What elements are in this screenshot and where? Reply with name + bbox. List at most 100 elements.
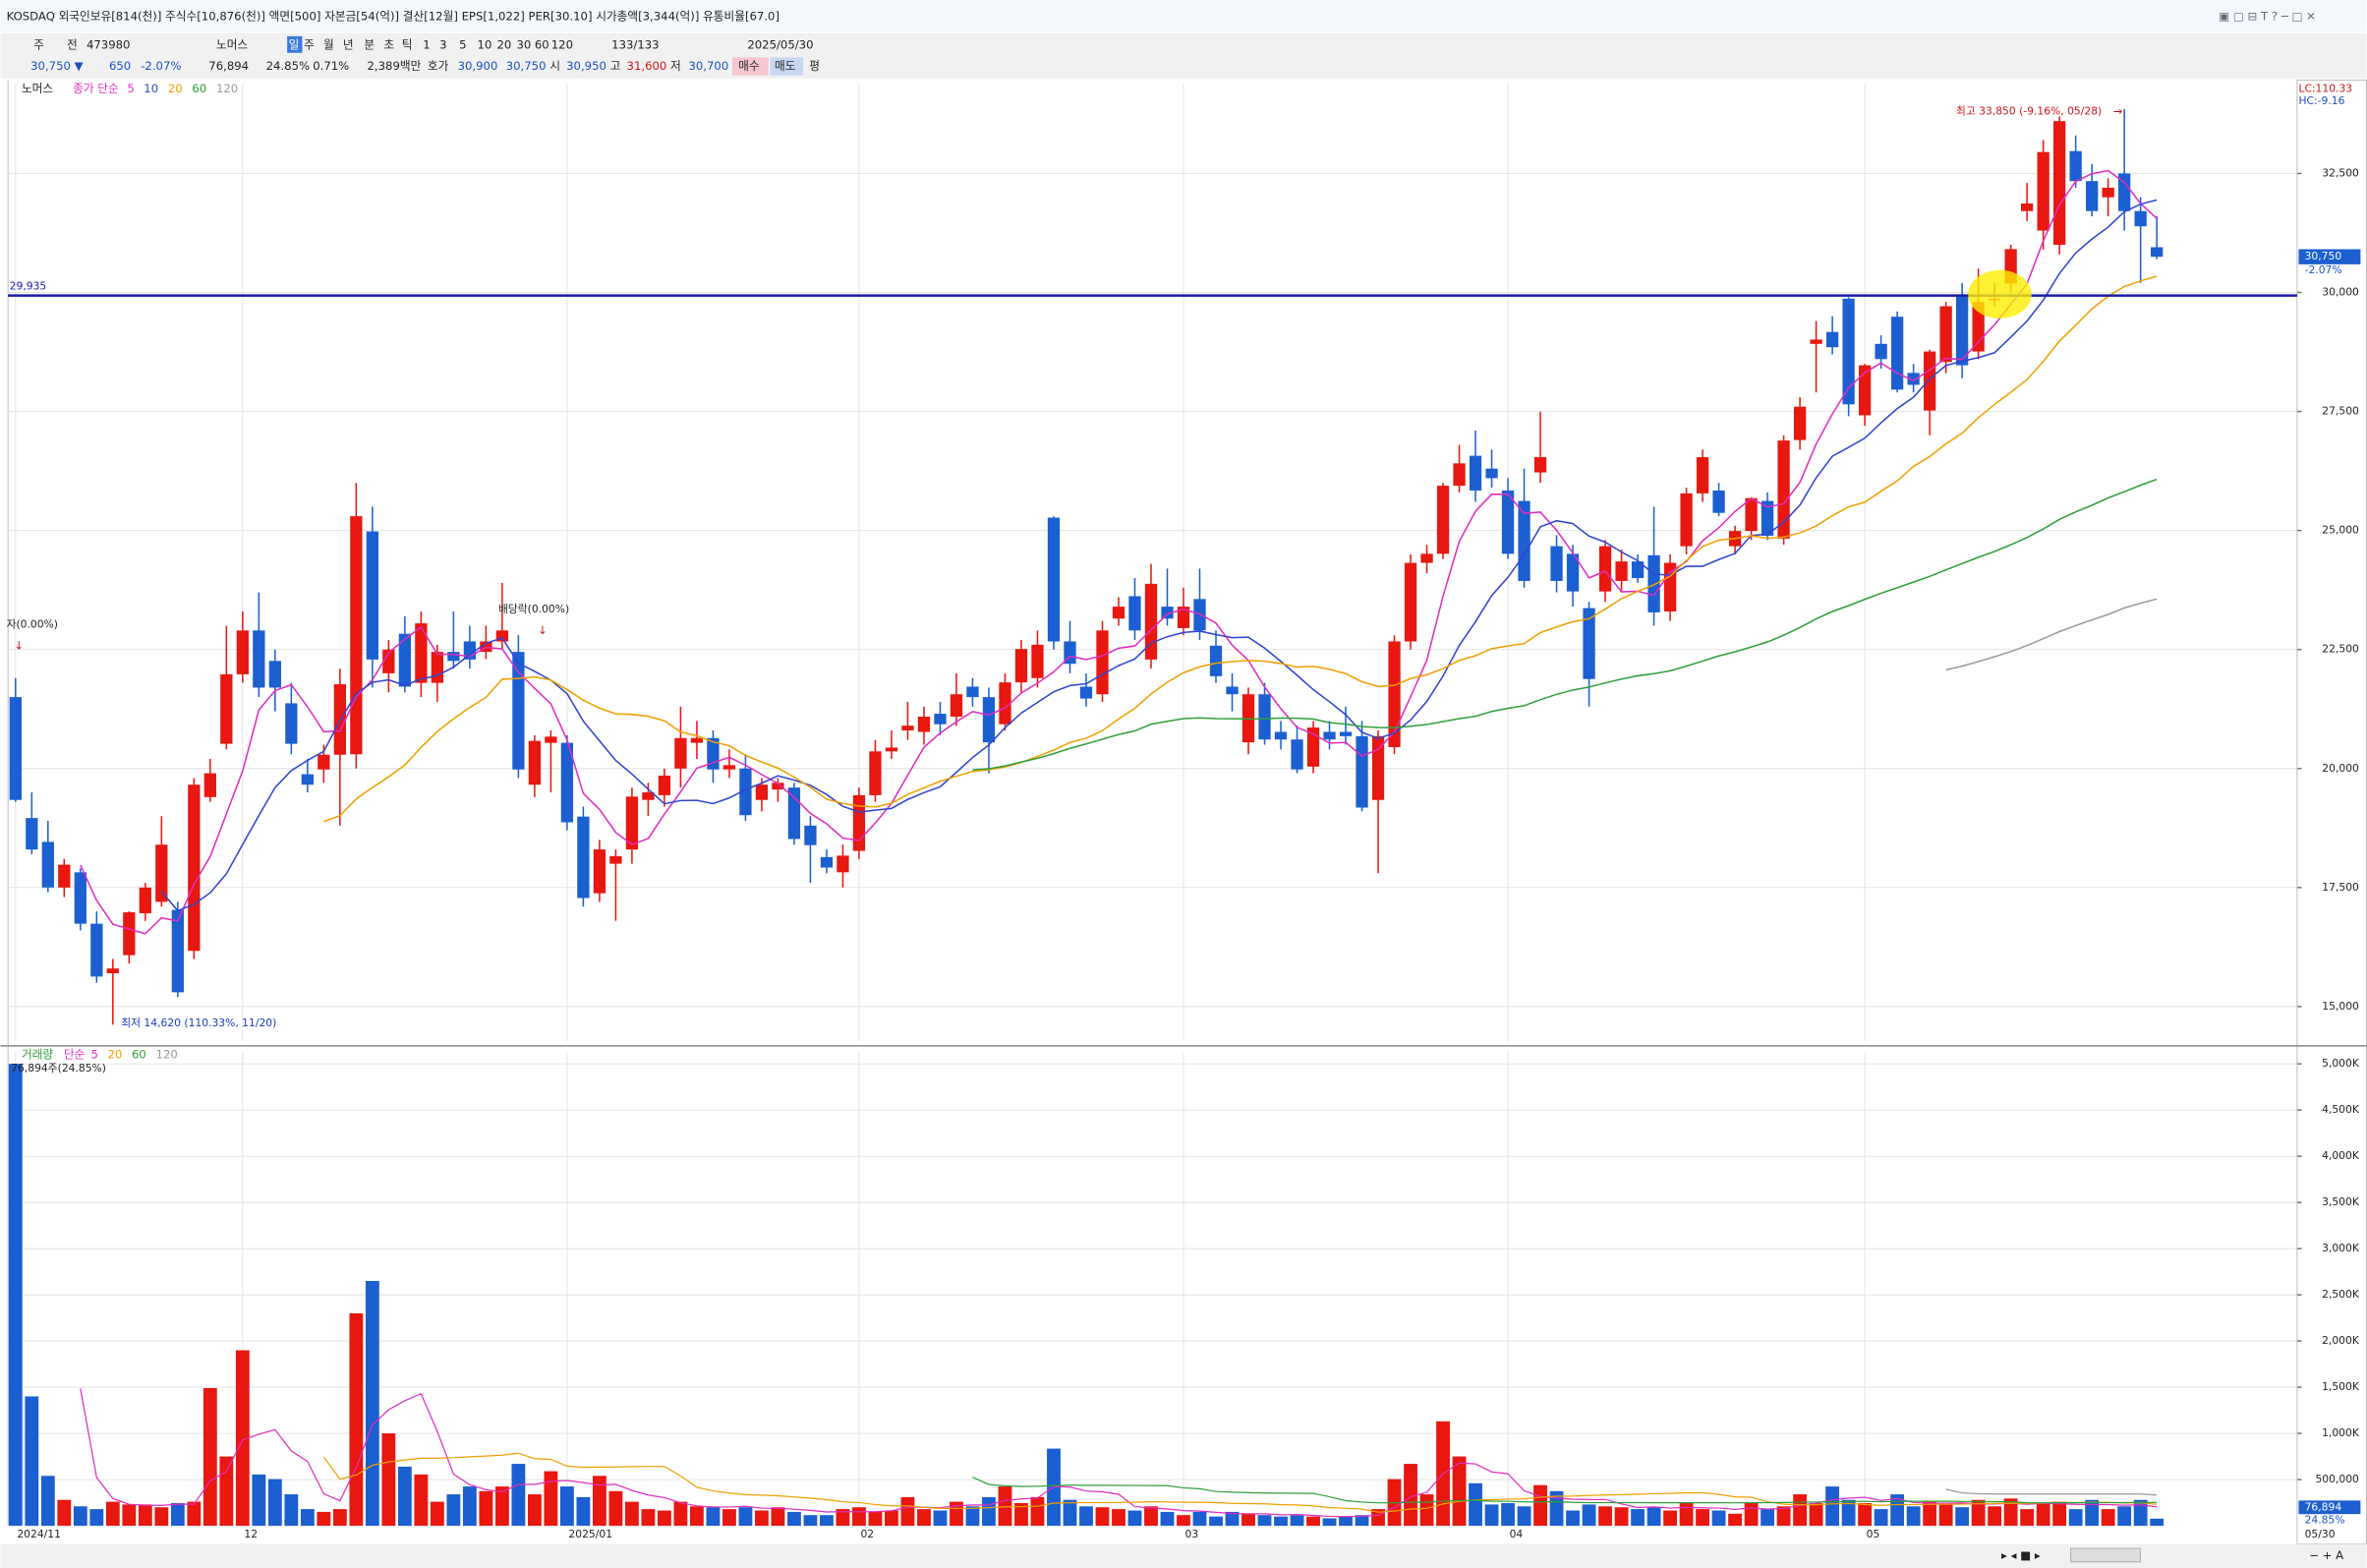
candle-body bbox=[9, 697, 22, 800]
candle-body bbox=[1923, 351, 1936, 411]
scroll-controls[interactable]: ▸ ◂ ■ ▸ bbox=[2001, 1548, 2041, 1562]
last-change: -2.07% bbox=[2305, 263, 2342, 276]
toolbar-item[interactable]: 주 bbox=[304, 38, 315, 52]
candle-body bbox=[1793, 406, 1807, 440]
volume-bar bbox=[1322, 1518, 1337, 1527]
volume-bar bbox=[1452, 1456, 1467, 1527]
volume-bar bbox=[414, 1474, 429, 1527]
scrollbar[interactable] bbox=[0, 1543, 2367, 1568]
candle-body bbox=[41, 842, 54, 888]
order-button[interactable]: 매도 bbox=[775, 59, 796, 73]
candle-body bbox=[268, 661, 281, 688]
candle-body bbox=[625, 796, 639, 850]
candle-body bbox=[804, 825, 817, 845]
candle-body bbox=[1226, 686, 1239, 695]
toolbar-item[interactable]: 10 bbox=[478, 38, 492, 52]
volume-bar bbox=[998, 1486, 1012, 1527]
toolbar-item[interactable]: 133/133 bbox=[611, 38, 659, 52]
volume-bar bbox=[122, 1504, 137, 1527]
quote-item: 650 bbox=[109, 59, 131, 73]
volume-bar bbox=[1549, 1490, 1564, 1527]
window-icons[interactable]: ▣ ▢ ⊟ T ? ─ □ ✕ bbox=[2219, 9, 2316, 23]
volume-bar bbox=[1419, 1494, 1434, 1527]
toolbar-item[interactable]: 2025/05/30 bbox=[747, 38, 813, 52]
volume-bar bbox=[1809, 1502, 1823, 1527]
candle-body bbox=[609, 855, 622, 864]
toolbar-item[interactable]: 전 bbox=[67, 38, 78, 52]
candle-body bbox=[1209, 645, 1223, 676]
y-tick-label: 30,000 bbox=[2322, 286, 2359, 299]
toolbar-item[interactable]: 일 bbox=[289, 38, 300, 52]
candle-body bbox=[1177, 607, 1190, 628]
volume-bar bbox=[365, 1281, 379, 1527]
volume-bar bbox=[1582, 1504, 1596, 1527]
moving-average bbox=[80, 169, 2158, 935]
toolbar-item[interactable]: 120 bbox=[551, 38, 573, 52]
quote-item: 호가 bbox=[428, 59, 449, 73]
y-tick-label: 4,000K bbox=[2322, 1149, 2360, 1162]
candle-body bbox=[1404, 562, 1417, 642]
candle-body bbox=[2037, 151, 2049, 231]
volume-bar bbox=[722, 1509, 736, 1527]
candle-body bbox=[1858, 365, 1872, 416]
toolbar-item[interactable]: 노머스 bbox=[216, 38, 248, 52]
candle-body bbox=[447, 652, 460, 662]
buy-button[interactable] bbox=[731, 57, 769, 76]
toolbar-item[interactable]: 년 bbox=[343, 38, 354, 52]
volume-bar bbox=[900, 1496, 915, 1527]
volume-bar bbox=[73, 1506, 87, 1527]
reference-label: 29,935 bbox=[10, 279, 47, 292]
volume-bar bbox=[430, 1501, 444, 1527]
candle-body bbox=[560, 742, 574, 823]
order-button[interactable]: 평 bbox=[809, 59, 820, 73]
toolbar-item[interactable]: 60 bbox=[535, 38, 549, 52]
sell-button[interactable] bbox=[770, 57, 804, 76]
volume-bar bbox=[2068, 1509, 2083, 1527]
toolbar-item[interactable]: 1 bbox=[423, 38, 430, 52]
toolbar-item[interactable]: 473980 bbox=[87, 38, 131, 52]
candle-body bbox=[1356, 735, 1368, 808]
toolbar-item[interactable]: 틱 bbox=[402, 38, 413, 52]
order-button[interactable]: 매수 bbox=[738, 59, 760, 73]
candle-body bbox=[1371, 735, 1385, 800]
toolbar-item[interactable]: 주 bbox=[33, 38, 44, 52]
candle-body bbox=[1566, 553, 1580, 592]
candle-body bbox=[869, 751, 882, 795]
candle-body bbox=[1583, 608, 1595, 679]
quote-item: 시 bbox=[549, 59, 560, 73]
ma-legend: 120 bbox=[156, 1048, 178, 1062]
y-tick-label: 3,000K bbox=[2322, 1242, 2360, 1254]
candle-body bbox=[690, 737, 704, 743]
scroll-thumb[interactable] bbox=[2070, 1547, 2141, 1563]
volume-bar bbox=[2085, 1499, 2100, 1527]
volume-bar bbox=[1906, 1506, 1921, 1527]
candle-body bbox=[950, 694, 963, 717]
toolbar-item[interactable]: 20 bbox=[497, 38, 512, 52]
volume-bar bbox=[1533, 1484, 1547, 1527]
toolbar-item[interactable]: 월 bbox=[323, 38, 334, 52]
candle-body bbox=[106, 968, 119, 973]
toolbar-item[interactable]: 분 bbox=[364, 38, 375, 52]
toolbar-item[interactable]: 30 bbox=[516, 38, 531, 52]
period-active[interactable] bbox=[287, 35, 303, 53]
y-tick-label: 2,500K bbox=[2322, 1288, 2360, 1301]
toolbar-item[interactable]: 초 bbox=[383, 38, 394, 52]
high-arrow: → bbox=[2113, 104, 2123, 118]
annotations: 최고 33,850 (-9.16%, 05/28) → 최저 14,620 (1… bbox=[7, 104, 2123, 1029]
volume-bar bbox=[1079, 1506, 1093, 1527]
volume-bar bbox=[1014, 1502, 1028, 1527]
candle-body bbox=[917, 716, 931, 732]
ma-legend: 60 bbox=[192, 82, 206, 95]
volume-bar bbox=[1144, 1506, 1158, 1527]
volume-bar bbox=[755, 1510, 769, 1527]
zoom-controls[interactable]: − + A bbox=[2309, 1548, 2343, 1562]
toolbar-item[interactable]: 3 bbox=[439, 38, 446, 52]
quote-item: 30,900 bbox=[458, 59, 498, 73]
candle-body bbox=[1810, 339, 1822, 344]
toolbar-item[interactable]: 5 bbox=[459, 38, 466, 52]
quote-item: 저 bbox=[670, 59, 681, 73]
last-volume: 76,894 bbox=[2305, 1500, 2342, 1513]
volume-ma bbox=[1945, 1488, 2158, 1496]
candle-body bbox=[2020, 203, 2034, 211]
